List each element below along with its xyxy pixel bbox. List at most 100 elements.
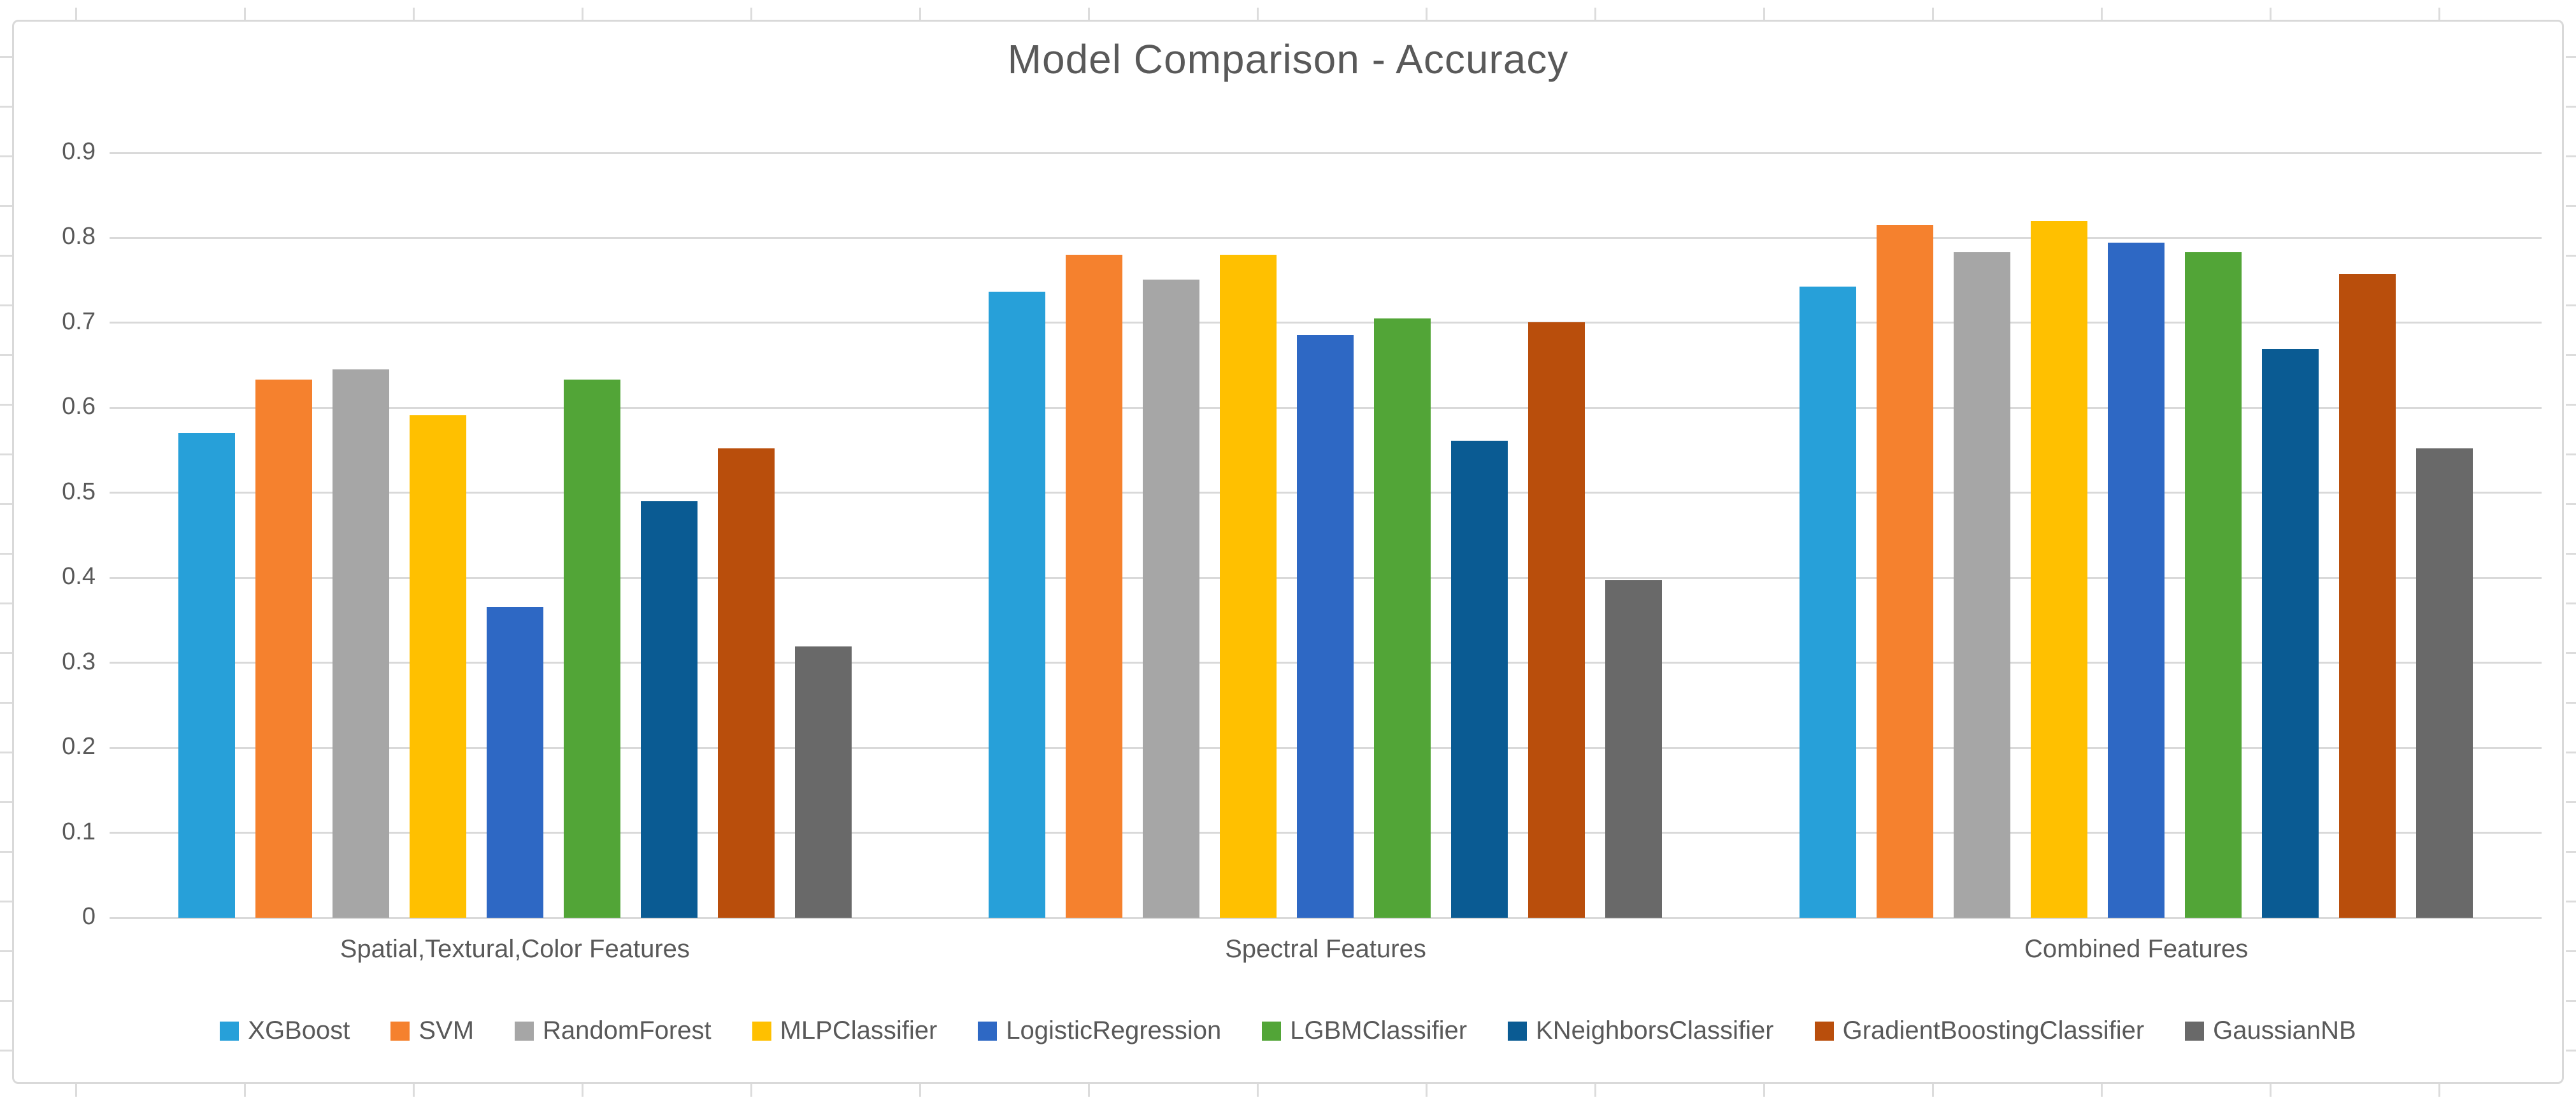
bar-XGBoost[interactable]	[178, 433, 235, 918]
bar-GradientBoostingClassifier[interactable]	[2339, 273, 2396, 918]
worksheet-column-gridline	[2270, 1084, 2272, 1097]
legend-item-XGBoost[interactable]: XGBoost	[220, 1016, 350, 1045]
legend-label: GaussianNB	[2213, 1016, 2356, 1044]
bar-MLPClassifier[interactable]	[1220, 255, 1277, 918]
worksheet-row-gridline	[0, 602, 12, 604]
worksheet-row-gridline	[0, 1000, 12, 1002]
legend-swatch-icon	[2185, 1021, 2205, 1041]
bar-MLPClassifier[interactable]	[409, 415, 466, 918]
worksheet-row-gridline	[0, 503, 12, 505]
legend-label: SVM	[419, 1016, 475, 1044]
y-axis-tick-label: 0	[82, 903, 96, 930]
worksheet-row-gridline	[2566, 56, 2576, 58]
legend-item-LGBMClassifier[interactable]: LGBMClassifier	[1262, 1016, 1467, 1045]
bar-RandomForest[interactable]	[1143, 279, 1200, 918]
legend-swatch-icon	[1814, 1021, 1834, 1041]
bar-XGBoost[interactable]	[1800, 286, 1857, 918]
legend-label: LGBMClassifier	[1290, 1016, 1468, 1044]
bar-LGBMClassifier[interactable]	[2185, 252, 2242, 918]
legend-swatch-icon	[978, 1021, 998, 1041]
worksheet-column-gridline	[2101, 1084, 2103, 1097]
bar-group-2	[920, 153, 1731, 918]
worksheet-row-gridline	[2566, 453, 2576, 455]
worksheet-row-gridline	[0, 205, 12, 207]
worksheet-row-gridline	[0, 304, 12, 306]
worksheet-row-gridline	[2566, 304, 2576, 306]
bar-LogisticRegression[interactable]	[486, 606, 543, 918]
worksheet-row-gridline	[0, 950, 12, 952]
worksheet-column-gridline	[244, 8, 246, 20]
bar-SVM[interactable]	[255, 380, 312, 918]
worksheet-column-gridline	[244, 1084, 246, 1097]
legend-item-GaussianNB[interactable]: GaussianNB	[2185, 1016, 2356, 1045]
worksheet-column-gridline	[1932, 8, 1934, 20]
legend-item-SVM[interactable]: SVM	[390, 1016, 474, 1045]
worksheet-row-gridline	[0, 255, 12, 257]
legend-item-LogisticRegression[interactable]: LogisticRegression	[978, 1016, 1221, 1045]
worksheet-column-gridline	[582, 1084, 583, 1097]
bar-KNeighborsClassifier[interactable]	[1451, 441, 1508, 918]
worksheet-row-gridline	[2566, 503, 2576, 505]
worksheet-column-gridline	[1257, 8, 1259, 20]
y-axis-tick-label: 0.2	[62, 733, 96, 760]
legend-item-MLPClassifier[interactable]: MLPClassifier	[752, 1016, 937, 1045]
worksheet-column-gridline	[1932, 1084, 1934, 1097]
legend-label: XGBoost	[248, 1016, 350, 1044]
bar-LGBMClassifier[interactable]	[1374, 318, 1431, 918]
worksheet-column-gridline	[582, 8, 583, 20]
worksheet-row-gridline	[0, 404, 12, 406]
worksheet-row-gridline	[2566, 752, 2576, 753]
worksheet-column-gridline	[1763, 1084, 1765, 1097]
bar-SVM[interactable]	[1877, 225, 1934, 918]
worksheet-row-gridline	[2566, 950, 2576, 952]
legend-swatch-icon	[390, 1021, 410, 1041]
worksheet-column-gridline	[1426, 1084, 1428, 1097]
worksheet-row-gridline	[0, 901, 12, 902]
y-axis-tick-label: 0.3	[62, 648, 96, 675]
worksheet-row-gridline	[2566, 1000, 2576, 1002]
bar-RandomForest[interactable]	[332, 369, 389, 918]
worksheet-column-gridline	[2438, 1084, 2440, 1097]
worksheet-row-gridline	[0, 453, 12, 455]
worksheet-row-gridline	[2566, 205, 2576, 207]
bar-GaussianNB[interactable]	[2416, 448, 2473, 918]
bar-KNeighborsClassifier[interactable]	[640, 501, 698, 918]
bar-MLPClassifier[interactable]	[2031, 220, 2088, 918]
x-axis-category-label: Spatial,Textural,Color Features	[340, 935, 690, 963]
y-axis-tick-label: 0.4	[62, 563, 96, 590]
worksheet-row-gridline	[2566, 652, 2576, 654]
worksheet-column-gridline	[1088, 8, 1090, 20]
bar-GaussianNB[interactable]	[1605, 580, 1663, 918]
worksheet-column-gridline	[2438, 8, 2440, 20]
bar-GaussianNB[interactable]	[794, 646, 852, 918]
worksheet-row-gridline	[2566, 851, 2576, 853]
gridline-y-0.9	[110, 152, 2542, 154]
bar-SVM[interactable]	[1066, 255, 1123, 918]
bar-XGBoost[interactable]	[989, 291, 1046, 918]
bar-LogisticRegression[interactable]	[2108, 243, 2165, 918]
worksheet-row-gridline	[2566, 702, 2576, 704]
y-axis-tick-label: 0.5	[62, 478, 96, 505]
worksheet-column-gridline	[1257, 1084, 1259, 1097]
chart-title: Model Comparison - Accuracy	[1007, 36, 1569, 82]
bar-LogisticRegression[interactable]	[1297, 334, 1354, 918]
worksheet-column-gridline	[919, 1084, 921, 1097]
bar-GradientBoostingClassifier[interactable]	[1528, 322, 1585, 918]
worksheet-column-gridline	[75, 1084, 77, 1097]
bar-RandomForest[interactable]	[1954, 252, 2011, 918]
legend-swatch-icon	[1262, 1021, 1282, 1041]
bar-LGBMClassifier[interactable]	[563, 380, 620, 918]
worksheet-row-gridline	[0, 155, 12, 157]
bar-GradientBoostingClassifier[interactable]	[717, 448, 775, 918]
worksheet-row-gridline	[2566, 553, 2576, 555]
gridline-y-0.8	[110, 236, 2542, 239]
legend-item-KNeighborsClassifier[interactable]: KNeighborsClassifier	[1508, 1016, 1774, 1045]
legend-swatch-icon	[1508, 1021, 1528, 1041]
legend-item-RandomForest[interactable]: RandomForest	[515, 1016, 712, 1045]
worksheet-row-gridline	[0, 752, 12, 753]
worksheet-row-gridline	[0, 652, 12, 654]
worksheet-row-gridline	[0, 851, 12, 853]
legend-item-GradientBoostingClassifier[interactable]: GradientBoostingClassifier	[1814, 1016, 2144, 1045]
bar-KNeighborsClassifier[interactable]	[2262, 349, 2319, 918]
